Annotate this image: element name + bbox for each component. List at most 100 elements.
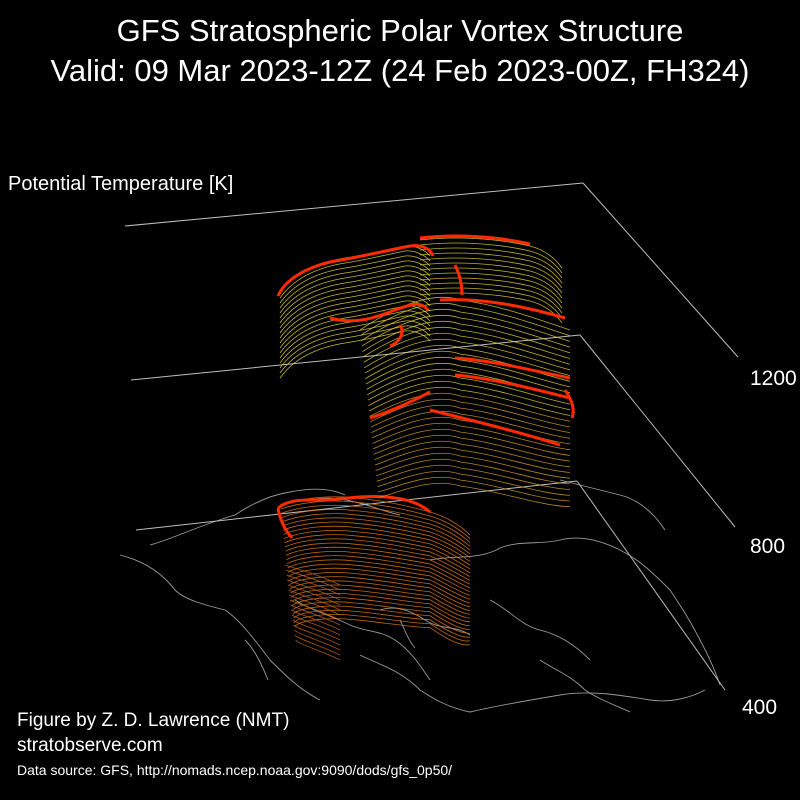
upper-contour-line (377, 476, 571, 502)
coastline-segment (224, 609, 321, 701)
lower-contour-line (293, 609, 471, 638)
upper-contour-line (376, 464, 571, 490)
lower-contour-line (279, 496, 471, 536)
upper-contour-line (366, 362, 571, 394)
upper-contour-line (279, 250, 431, 299)
lower-contour-line (284, 534, 471, 570)
upper-contour-line (419, 252, 563, 284)
upper-contour-line (279, 330, 431, 379)
lower-contour-line (290, 588, 471, 619)
upper-vortex-edge (276, 244, 435, 297)
lower-contour-line (282, 521, 471, 559)
lower-contour-line (288, 589, 341, 611)
lower-vortex-edge (277, 495, 431, 514)
z-tick-label-1200: 1200 (750, 367, 797, 390)
upper-contour-line (279, 290, 431, 339)
upper-contour-line (364, 344, 571, 376)
lower-contour-line (288, 572, 471, 604)
lower-contour-line (281, 513, 471, 551)
upper-contour-line (365, 356, 571, 388)
z-tick-label-400: 400 (742, 696, 778, 719)
coastline-segment (359, 654, 471, 713)
upper-contour-line (419, 262, 563, 294)
upper-contour-line (360, 308, 571, 342)
lower-contour-line (285, 542, 471, 577)
lower-contour-line (281, 509, 471, 547)
upper-contour-line (373, 434, 571, 462)
upper-contour-line (419, 282, 563, 314)
upper-contour-line (373, 428, 571, 456)
coastline-segment (559, 479, 666, 531)
lower-contour-line (290, 604, 341, 626)
coastline-segment (489, 599, 591, 661)
lower-contour-line (285, 569, 341, 591)
lower-contour-line (289, 576, 471, 608)
upper-contour-line (363, 332, 571, 365)
upper-contour-line (279, 315, 431, 364)
upper-contour-line (279, 305, 431, 354)
upper-contour-line (419, 272, 563, 304)
upper-vortex-edge (389, 324, 404, 348)
coastline-segment (244, 639, 269, 681)
upper-contour-line (419, 257, 563, 289)
upper-contour-line (279, 285, 431, 334)
coastline-segment (539, 659, 631, 713)
upper-vortex-piece (276, 234, 575, 508)
upper-contour-line (376, 458, 571, 485)
z-axis-title: Potential Temperature [K] (8, 173, 234, 195)
coastline-segment (429, 537, 621, 561)
lower-vortex-piece (276, 495, 471, 661)
upper-contour-line (419, 237, 563, 269)
z-tick-label-800: 800 (750, 535, 786, 558)
lower-contour-line (289, 580, 471, 611)
lower-contour-line (291, 614, 341, 636)
upper-contour-line (419, 287, 563, 319)
upper-contour-line (419, 277, 563, 309)
upper-contour-line (371, 410, 571, 439)
upper-contour-line (279, 265, 431, 314)
data-source: Data source: GFS, http://nomads.ncep.noa… (17, 762, 453, 778)
upper-vortex-edge (454, 356, 571, 380)
lower-vortex-edge (276, 507, 294, 539)
plane-800-side-edge (579, 334, 736, 528)
upper-contour-line (279, 270, 431, 319)
coastline-segment (149, 488, 346, 546)
lower-contour-line (293, 624, 341, 646)
lower-contour-line (288, 567, 471, 600)
lower-contour-line (283, 525, 471, 562)
upper-contour-line (370, 398, 571, 428)
upper-vortex-edge (419, 234, 531, 246)
coastline-segment (294, 599, 431, 681)
upper-contour-line (374, 446, 571, 473)
upper-contour-line (368, 386, 571, 416)
plane-800-back-edge (130, 334, 581, 381)
lower-contour-line (293, 629, 341, 651)
lower-contour-line (290, 584, 471, 615)
lower-contour-line (287, 584, 341, 606)
lower-contour-line (291, 597, 471, 627)
lower-contour-line (283, 530, 471, 566)
upper-vortex-edge (329, 302, 430, 323)
upper-contour-line (375, 452, 571, 479)
plane-1200-side-edge (582, 182, 739, 358)
lower-contour-line (280, 504, 471, 543)
website-credit: stratobserve.com (17, 735, 163, 756)
upper-contour-line (279, 295, 431, 344)
coastline-segment (619, 549, 721, 686)
lower-contour-line (291, 609, 341, 631)
upper-contour-line (367, 374, 571, 405)
upper-contour-line (368, 380, 571, 411)
lower-contour-line (292, 619, 341, 641)
coastline-segment (469, 689, 706, 713)
lower-contour-line (286, 574, 341, 596)
lower-contour-line (289, 594, 341, 616)
upper-contour-line (279, 260, 431, 309)
upper-vortex-edge (453, 264, 464, 296)
upper-contour-line (377, 470, 571, 496)
lower-contour-line (282, 517, 471, 555)
upper-contour-line (279, 275, 431, 324)
lower-contour-line (287, 563, 471, 596)
lower-contour-line (292, 605, 471, 634)
upper-vortex-edge (454, 373, 571, 400)
